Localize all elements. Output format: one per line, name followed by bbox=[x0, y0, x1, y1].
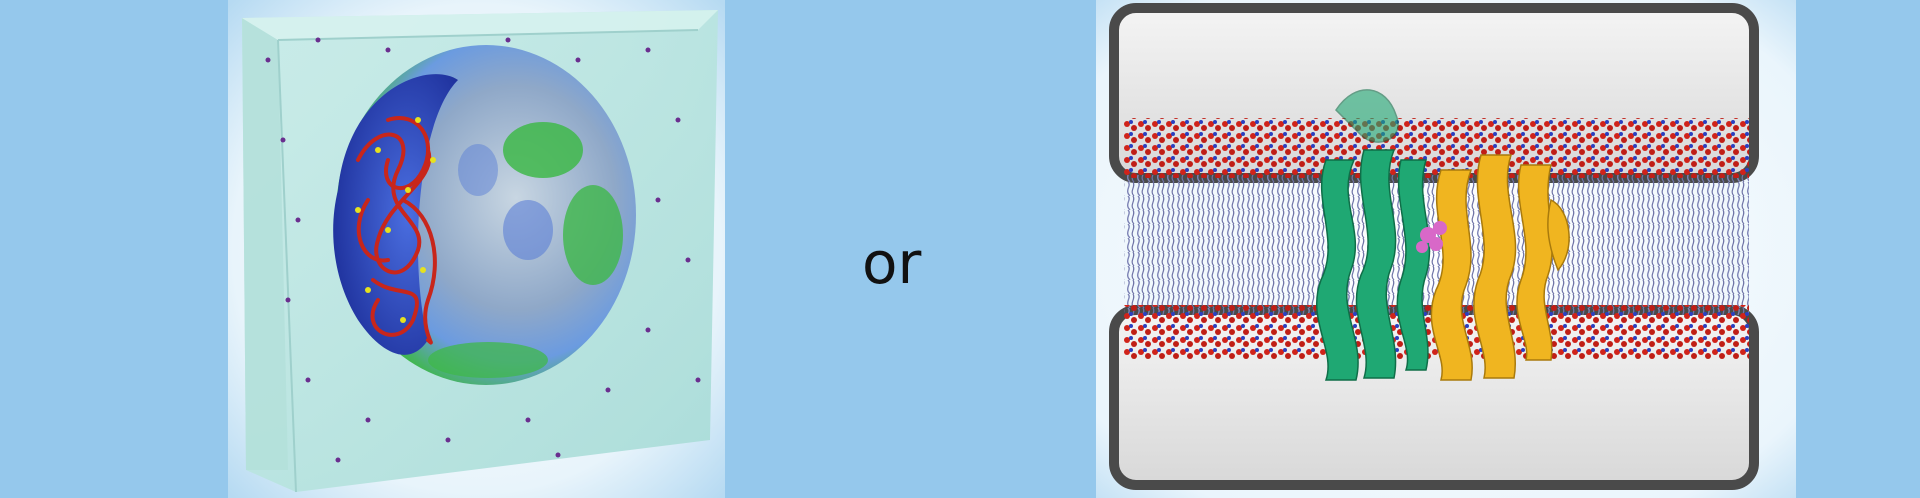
protein-yellow-chain bbox=[1431, 155, 1569, 380]
or-separator: or bbox=[862, 228, 921, 298]
membrane-protein-image bbox=[1096, 0, 1796, 498]
lipid-heads-upper bbox=[1124, 118, 1749, 178]
virus-capsid-solvent-box-image bbox=[228, 0, 725, 498]
